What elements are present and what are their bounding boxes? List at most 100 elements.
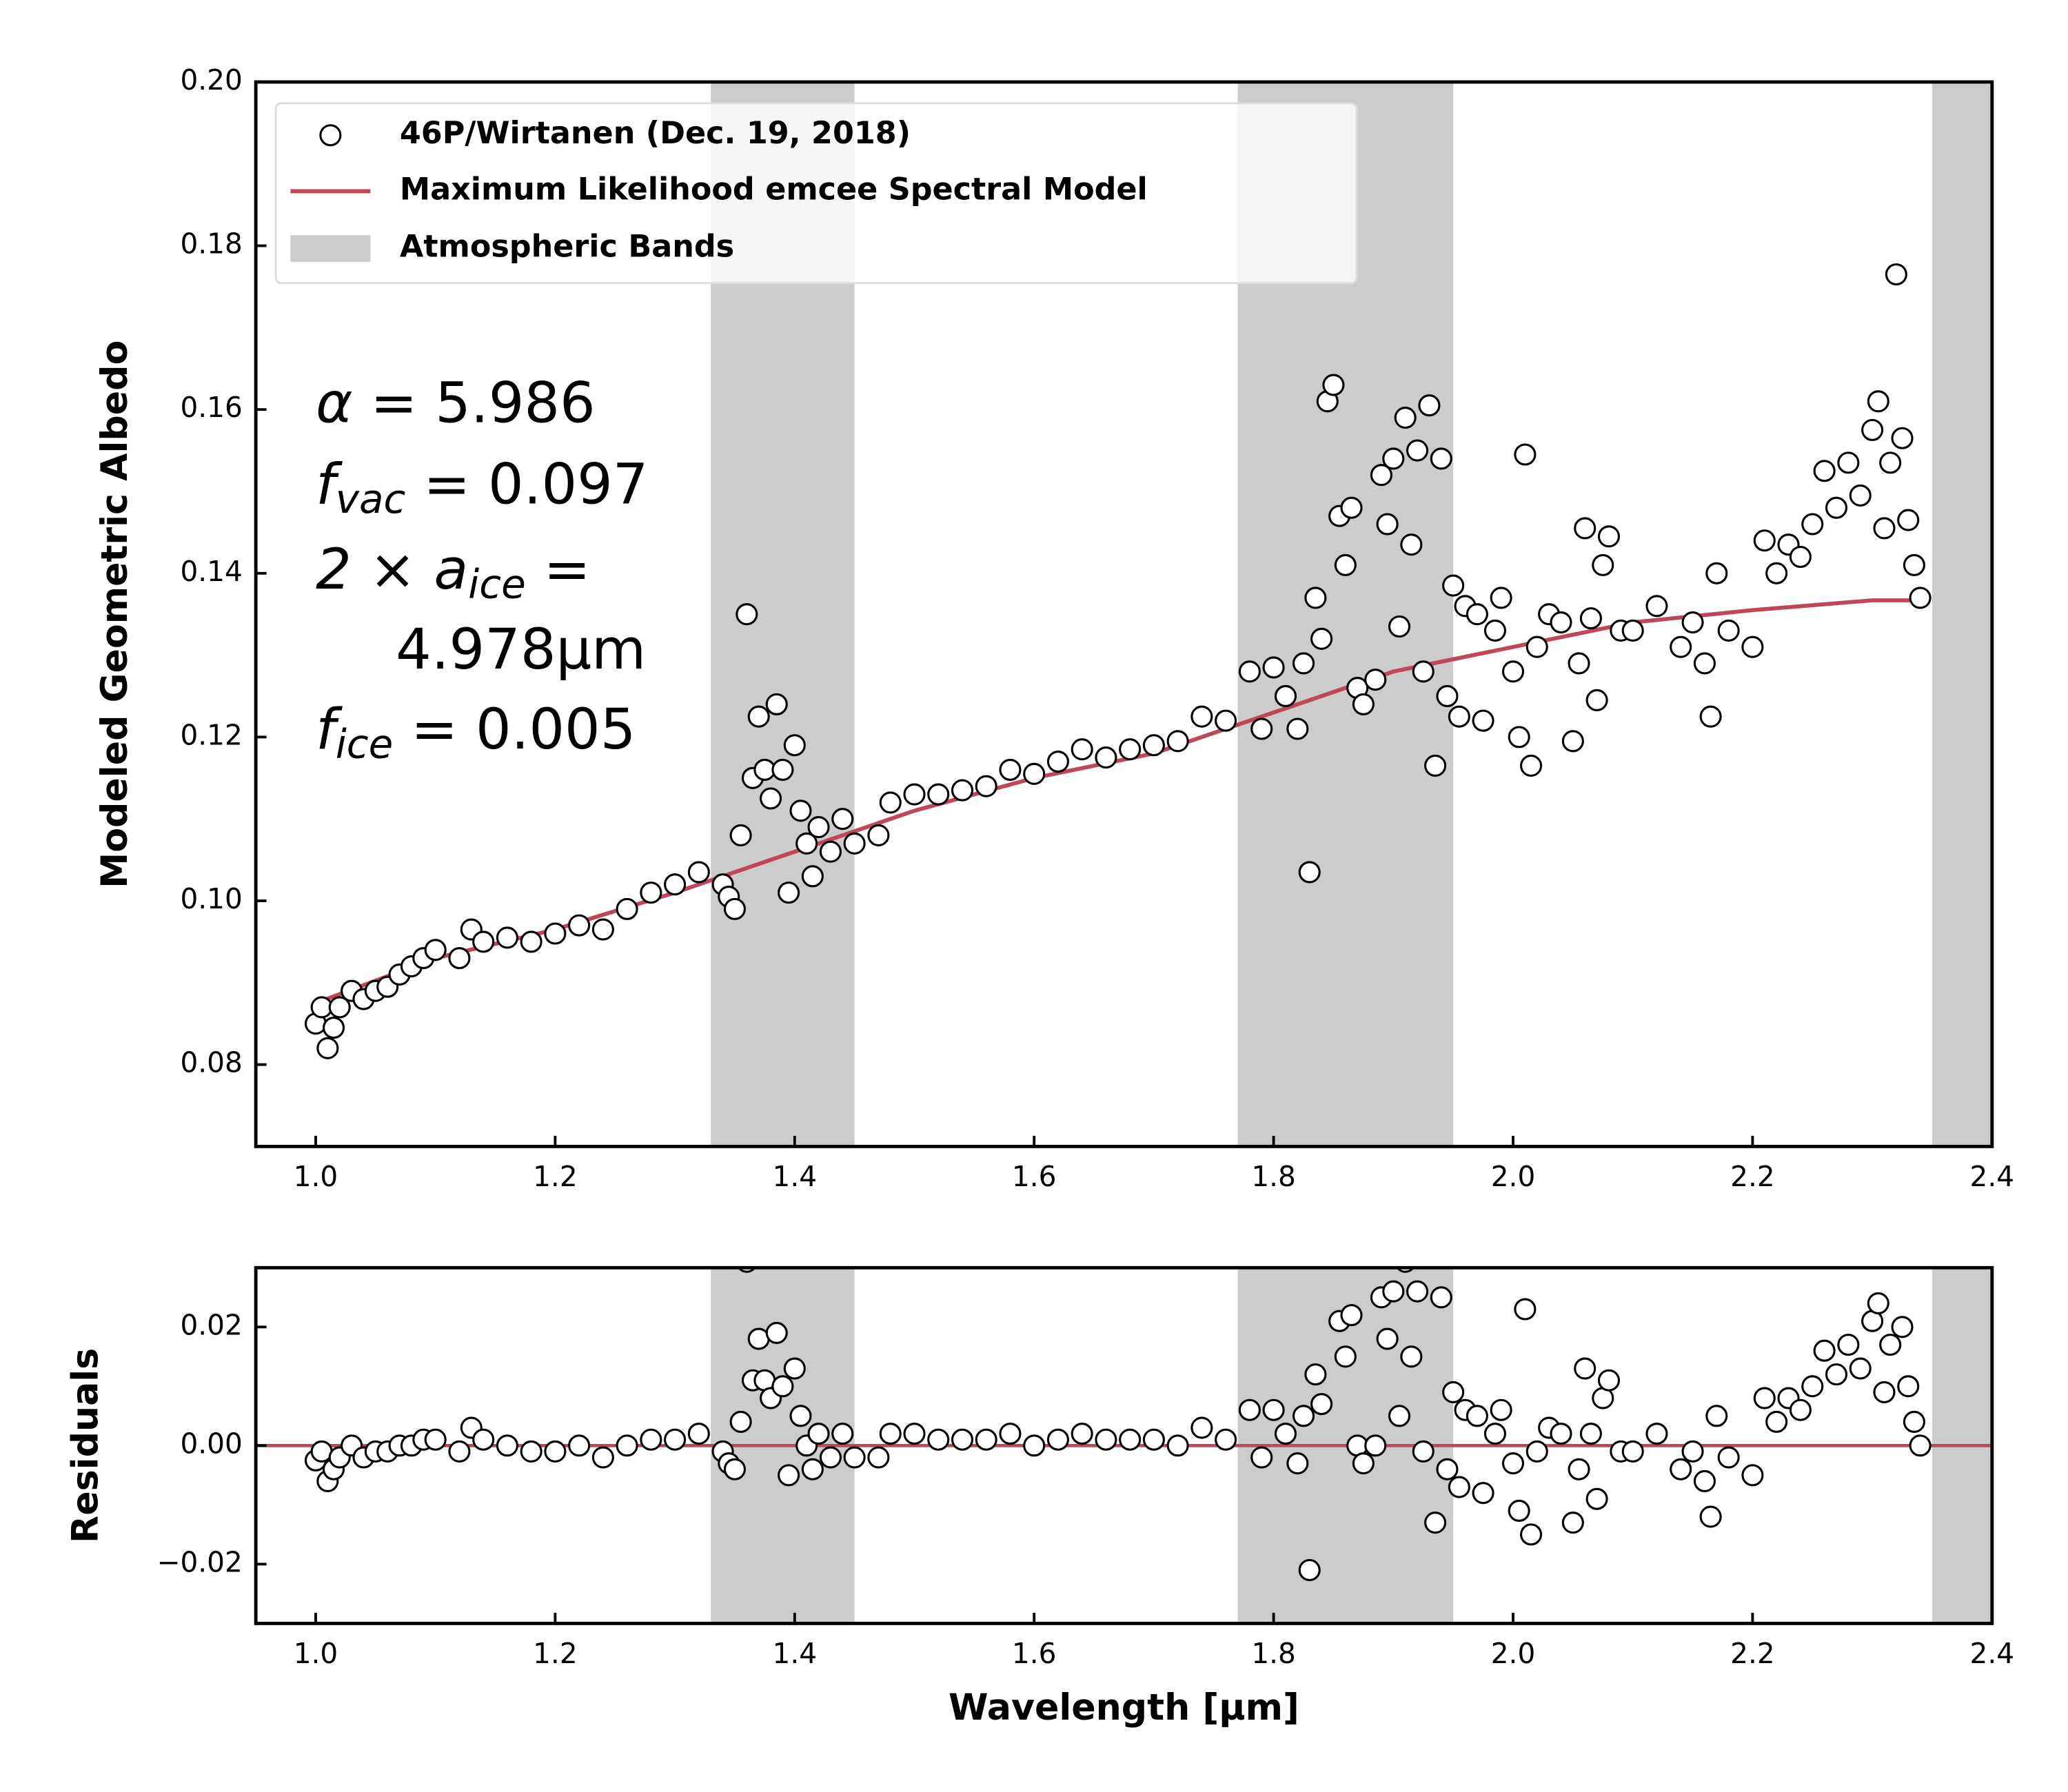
annotation-subscript: ice [468, 561, 526, 608]
data-point [1568, 1458, 1590, 1480]
data-point [1568, 652, 1590, 675]
data-point [1472, 1482, 1494, 1505]
data-point [1585, 1487, 1608, 1510]
data-point [1670, 1458, 1692, 1480]
annotation: fvac = 0.097 [316, 453, 648, 522]
x-tick-label: 1.8 [1251, 1637, 1296, 1670]
data-point [1579, 607, 1602, 630]
data-point [1693, 652, 1716, 675]
data-point [664, 873, 687, 896]
legend: 46P/Wirtanen (Dec. 19, 2018) Maximum Like… [274, 102, 1358, 285]
data-point [807, 816, 830, 839]
data-point [1304, 587, 1327, 609]
data-point [1304, 1363, 1327, 1386]
data-point [1903, 553, 1925, 576]
data-point [1046, 750, 1069, 773]
data-point [1813, 1339, 1836, 1362]
data-point [723, 1458, 746, 1480]
data-point [807, 1423, 830, 1445]
data-point [1717, 1446, 1740, 1469]
data-point [1310, 627, 1333, 650]
data-point [1867, 1292, 1889, 1314]
data-point [1645, 1423, 1668, 1445]
data-point [1334, 1345, 1357, 1368]
data-point [1789, 1398, 1812, 1421]
x-tick-label: 1.4 [773, 1160, 818, 1193]
data-point [1215, 1428, 1237, 1451]
data-point [1400, 533, 1423, 556]
data-point [1442, 1381, 1465, 1403]
data-point [1442, 574, 1465, 597]
data-point [448, 947, 471, 970]
x-tick-label: 2.0 [1491, 1637, 1536, 1670]
data-point [760, 787, 782, 810]
data-point [544, 1440, 567, 1463]
data-point [1693, 1469, 1716, 1493]
data-point [1597, 1369, 1621, 1392]
data-point [1592, 553, 1614, 576]
data-point [520, 930, 543, 953]
data-point [1903, 1410, 1925, 1433]
data-point [1023, 1434, 1046, 1457]
data-point [1262, 1398, 1285, 1421]
data-point [1867, 390, 1889, 413]
annotation-rest: = [526, 538, 591, 603]
data-point [1448, 1476, 1470, 1498]
data-point [1879, 1334, 1902, 1356]
x-axis-label: Wavelength [μm] [949, 1687, 1299, 1729]
data-point [1550, 611, 1572, 634]
data-point [1699, 1505, 1722, 1528]
y-tick-label: 0.10 [180, 882, 242, 915]
legend-marker [319, 124, 342, 147]
data-point [1909, 587, 1932, 609]
data-point [1501, 1452, 1525, 1475]
data-point [496, 926, 518, 949]
data-point [1466, 1405, 1488, 1427]
annotation: α = 5.986 [316, 371, 596, 436]
annotation-base: 2 × a [316, 538, 468, 603]
data-point [747, 705, 770, 728]
data-point [1119, 1428, 1142, 1451]
data-point [1525, 1440, 1548, 1463]
data-point [783, 734, 806, 757]
y-tick-label: 0.20 [180, 63, 242, 96]
data-point [729, 824, 752, 846]
data-point [831, 808, 854, 831]
data-point [1741, 1464, 1764, 1487]
data-point [1370, 464, 1392, 487]
legend-box [274, 102, 1358, 285]
data-point [765, 693, 788, 715]
y-axis-label: Residuals [65, 1348, 107, 1543]
data-point [1292, 652, 1315, 675]
x-tick-label: 1.2 [533, 1160, 578, 1193]
legend-label: 46P/Wirtanen (Dec. 19, 2018) [400, 116, 911, 151]
x-tick-label: 2.2 [1730, 1637, 1775, 1670]
data-point [544, 922, 567, 945]
data-point [1873, 517, 1896, 540]
data-point [1825, 1363, 1848, 1386]
data-point [903, 783, 926, 806]
annotation-subscript: vac [336, 476, 406, 522]
data-point [1849, 1357, 1872, 1380]
data-point [771, 758, 794, 781]
data-point [1382, 1280, 1405, 1303]
data-point [1394, 406, 1417, 429]
data-point [1250, 717, 1273, 740]
data-point [1466, 603, 1488, 626]
data-point [1514, 443, 1537, 466]
data-point [783, 1357, 806, 1380]
data-point [591, 918, 614, 941]
y-tick-label: 0.02 [180, 1308, 242, 1341]
data-point [729, 1410, 752, 1433]
data-point [1364, 669, 1387, 691]
x-tick-label: 1.6 [1012, 1637, 1057, 1670]
data-point [843, 1446, 866, 1469]
data-point [831, 1423, 854, 1445]
data-point [1292, 1405, 1315, 1427]
data-point [1424, 754, 1447, 777]
data-point [1514, 1298, 1537, 1321]
data-point [1550, 1423, 1572, 1445]
annotation-base: 4.978μm [396, 618, 646, 683]
